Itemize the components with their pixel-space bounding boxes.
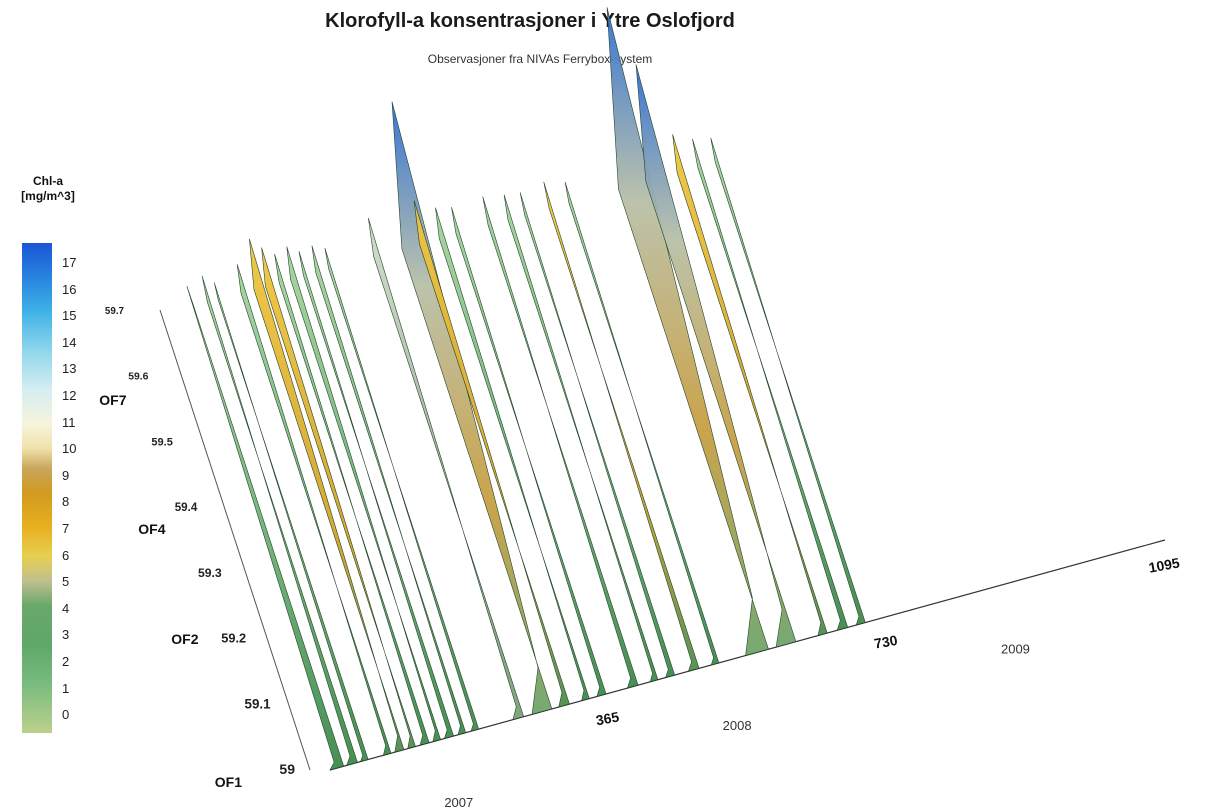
surface-ridge — [435, 207, 590, 702]
latitude-tick-label: 59.6 — [128, 372, 148, 383]
surface-ridge — [286, 246, 441, 743]
surface-ridge — [692, 138, 849, 631]
colorbar-title: Chl-a [mg/m^3] — [18, 174, 78, 204]
colorbar-tick: 16 — [62, 281, 77, 297]
day-tick-label: 365 — [595, 708, 621, 728]
colorbar-tick: 11 — [62, 414, 76, 430]
surface-ridge — [672, 134, 828, 636]
chart-title: Klorofyll-a konsentrasjoner i Ytre Oslof… — [325, 10, 735, 32]
colorbar-tick: 13 — [62, 361, 77, 377]
station-label: OF2 — [171, 631, 198, 647]
surface-ridge — [503, 194, 659, 683]
surface-ridge — [564, 181, 720, 666]
surface-ridge — [324, 248, 480, 732]
year-label: 2007 — [444, 795, 473, 810]
colorbar-tick: 2 — [62, 654, 70, 669]
colorbar-tick: 7 — [62, 521, 70, 536]
colorbar-title-line2: [mg/m^3] — [21, 189, 75, 203]
colorbar-title-line1: Chl-a — [33, 174, 63, 188]
surface-ridge — [311, 245, 467, 736]
surface-ridge — [413, 200, 570, 708]
surface-ridge — [249, 238, 405, 753]
surface-ridge — [274, 253, 430, 746]
station-label: OF7 — [99, 392, 126, 408]
surface-ridge — [298, 251, 454, 739]
latitude-tick-label: 59.5 — [151, 436, 172, 448]
latitude-axis-line — [159, 309, 311, 771]
day-tick-label: 730 — [873, 632, 899, 652]
surface-ridge — [201, 275, 358, 766]
latitude-tick-label: 59.4 — [175, 501, 198, 514]
surface-ridge — [543, 181, 700, 672]
surface-ridge — [710, 137, 866, 626]
colorbar-tick: 4 — [62, 600, 70, 616]
colorbar-tick: 8 — [62, 494, 70, 510]
surface-ridge — [186, 286, 345, 771]
colorbar-tick: 14 — [62, 334, 77, 350]
surface-ridge — [606, 7, 769, 656]
surface-ridge — [214, 282, 369, 763]
surface-ridge — [236, 264, 392, 756]
surface-ridge — [391, 101, 553, 715]
year-label: 2008 — [723, 718, 752, 733]
station-label: OF4 — [138, 521, 165, 537]
latitude-tick-label: 59.1 — [245, 696, 272, 711]
surface-ridge — [368, 218, 525, 721]
surface-ridge — [635, 64, 797, 648]
surface-ridge — [519, 192, 676, 679]
colorbar-tick: 17 — [62, 255, 77, 270]
year-label: 2009 — [1001, 641, 1030, 656]
colorbar — [22, 243, 52, 733]
station-label: OF1 — [215, 774, 242, 790]
colorbar-tick: 15 — [62, 308, 77, 324]
latitude-tick-label: 59.2 — [221, 631, 246, 646]
colorbar-tick: 0 — [62, 707, 70, 723]
colorbar-tick: 12 — [62, 388, 77, 403]
colorbar-tick: 1 — [62, 680, 70, 696]
colorbar-tick: 6 — [62, 547, 70, 563]
colorbar-tick: 9 — [62, 467, 70, 483]
surface-ridge — [482, 196, 639, 689]
colorbar-tick: 5 — [62, 574, 70, 590]
chart-subtitle: Observasjoner fra NIVAs Ferrybox-system — [427, 52, 653, 66]
latitude-tick-label: 59.7 — [105, 306, 125, 317]
latitude-tick-label: 59 — [279, 761, 295, 777]
surface-ridge — [451, 207, 607, 697]
latitude-tick-label: 59.3 — [198, 566, 222, 580]
colorbar-tick: 3 — [62, 627, 70, 643]
surface-ridge — [261, 247, 416, 749]
day-tick-label: 1095 — [1147, 554, 1181, 575]
colorbar-tick: 10 — [62, 441, 77, 457]
